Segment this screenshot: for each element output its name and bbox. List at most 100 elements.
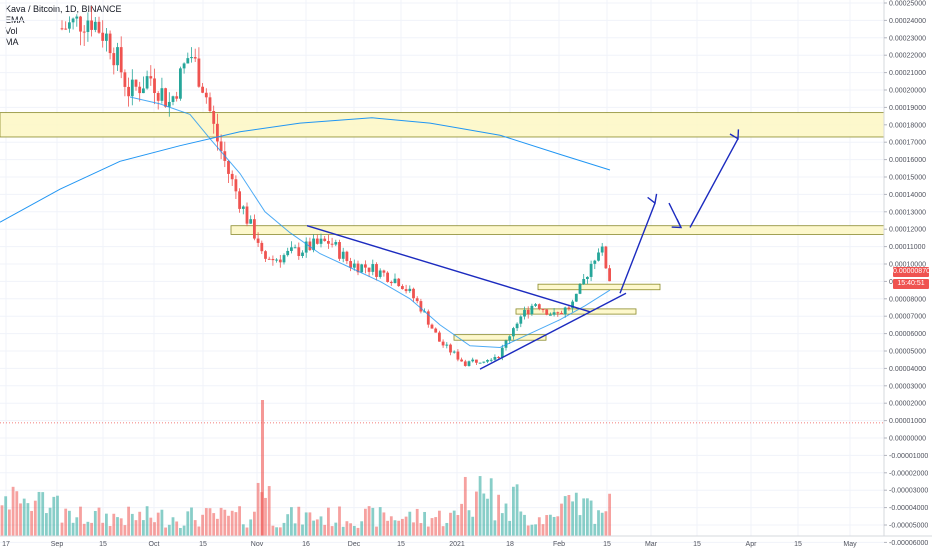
volume-bar bbox=[64, 508, 68, 536]
candle-body bbox=[512, 328, 515, 337]
candle-body bbox=[182, 63, 186, 69]
candle-body bbox=[208, 97, 212, 112]
volume-bar bbox=[164, 527, 167, 536]
volume-bar bbox=[571, 501, 574, 536]
trend-line bbox=[619, 202, 656, 294]
y-tick-label: -0.00004000 bbox=[889, 505, 928, 512]
candle-body bbox=[116, 47, 119, 66]
candle-body bbox=[153, 78, 156, 94]
trend-line bbox=[306, 225, 591, 313]
volume-bar bbox=[552, 516, 556, 536]
volume-bar bbox=[142, 520, 145, 536]
volume-bar bbox=[371, 507, 375, 536]
legend-vol[interactable]: Vol bbox=[5, 26, 18, 36]
volume-bar bbox=[315, 519, 319, 536]
volume-bar bbox=[256, 482, 260, 536]
candle-body bbox=[463, 361, 467, 366]
volume-bar bbox=[112, 513, 116, 536]
last-price-tag: 0.00000870 bbox=[893, 267, 930, 277]
candle-body bbox=[171, 96, 175, 102]
candle-body bbox=[71, 18, 75, 23]
candle-body bbox=[574, 293, 578, 302]
candle-body bbox=[134, 79, 138, 87]
candle-body bbox=[260, 242, 264, 252]
x-tick-label: Dec bbox=[348, 541, 361, 548]
volume-bar bbox=[30, 510, 33, 536]
volume-bar bbox=[41, 492, 45, 536]
candle-body bbox=[530, 305, 534, 315]
y-tick-label: 0.00016000 bbox=[889, 157, 926, 164]
volume-bar bbox=[434, 517, 438, 536]
candle-body bbox=[608, 268, 611, 282]
volume-bar bbox=[201, 514, 204, 536]
candle-body bbox=[160, 88, 164, 101]
volume-bar bbox=[223, 509, 227, 536]
candle-body bbox=[364, 264, 367, 268]
candle-body bbox=[578, 284, 582, 294]
x-tick-label: Oct bbox=[149, 541, 160, 548]
candle-body bbox=[82, 31, 86, 33]
candle-body bbox=[97, 21, 101, 33]
volume-bar bbox=[182, 525, 186, 536]
volume-bar bbox=[19, 503, 22, 536]
ma-line bbox=[0, 117, 611, 223]
y-tick-label: 0.00003000 bbox=[889, 383, 926, 390]
y-tick-label: 0.00008000 bbox=[889, 296, 926, 303]
volume-bar bbox=[412, 522, 415, 536]
volume-bar bbox=[560, 503, 563, 536]
volume-bar bbox=[515, 484, 519, 536]
volume-bar bbox=[60, 522, 64, 536]
y-tick-label: 0.00024000 bbox=[889, 18, 926, 25]
volume-bar bbox=[389, 516, 393, 536]
y-tick-label: 0.00001000 bbox=[889, 418, 926, 425]
candle-body bbox=[164, 88, 167, 107]
legend-ma[interactable]: MA bbox=[5, 37, 19, 47]
candle-body bbox=[567, 307, 571, 309]
volume-bar bbox=[56, 495, 59, 536]
x-tick-label: 2021 bbox=[449, 541, 465, 548]
volume-bar bbox=[397, 520, 401, 536]
y-tick-label: 0.00000000 bbox=[889, 436, 926, 443]
countdown-tag: 15:40:51 bbox=[893, 279, 929, 289]
candle-body bbox=[556, 312, 560, 314]
candle-body bbox=[130, 79, 134, 97]
y-tick-label: 0.00014000 bbox=[889, 192, 926, 199]
volume-bar bbox=[297, 506, 301, 536]
candle-body bbox=[145, 76, 149, 89]
candle-body bbox=[482, 361, 486, 363]
candle-body bbox=[460, 359, 463, 362]
candle-body bbox=[571, 301, 574, 309]
zone-rect bbox=[515, 308, 637, 315]
candle-body bbox=[352, 263, 356, 268]
candle-body bbox=[234, 179, 238, 192]
y-tick-label: 0.00018000 bbox=[889, 122, 926, 129]
candle-body bbox=[175, 96, 179, 99]
candle-body bbox=[282, 255, 286, 263]
candle-body bbox=[308, 241, 312, 251]
candle-body bbox=[253, 219, 256, 239]
candle-body bbox=[497, 357, 500, 359]
candle-body bbox=[286, 250, 290, 256]
x-tick-label: 15 bbox=[603, 541, 611, 548]
volume-bar bbox=[489, 478, 493, 536]
volume-bar bbox=[508, 520, 512, 536]
price-axis: 0.00025000 0.00024000 0.00023000 0.00022000… bbox=[883, 0, 928, 547]
volume-bar bbox=[445, 522, 449, 536]
volume-bar bbox=[230, 510, 234, 536]
candle-body bbox=[123, 72, 127, 87]
candle-body bbox=[156, 93, 160, 101]
volume-bar bbox=[119, 518, 123, 536]
candle-body bbox=[523, 309, 526, 317]
volume-bar bbox=[378, 507, 382, 536]
candle-body bbox=[597, 252, 600, 261]
volume-bar bbox=[52, 496, 56, 536]
candle-body bbox=[371, 264, 375, 272]
candle-body bbox=[534, 304, 537, 306]
candle-body bbox=[378, 270, 382, 277]
candle-body bbox=[367, 267, 371, 272]
x-tick-label: Sep bbox=[51, 541, 64, 548]
candle-body bbox=[426, 311, 430, 325]
candle-body bbox=[438, 332, 441, 342]
volume-bar bbox=[327, 507, 330, 536]
